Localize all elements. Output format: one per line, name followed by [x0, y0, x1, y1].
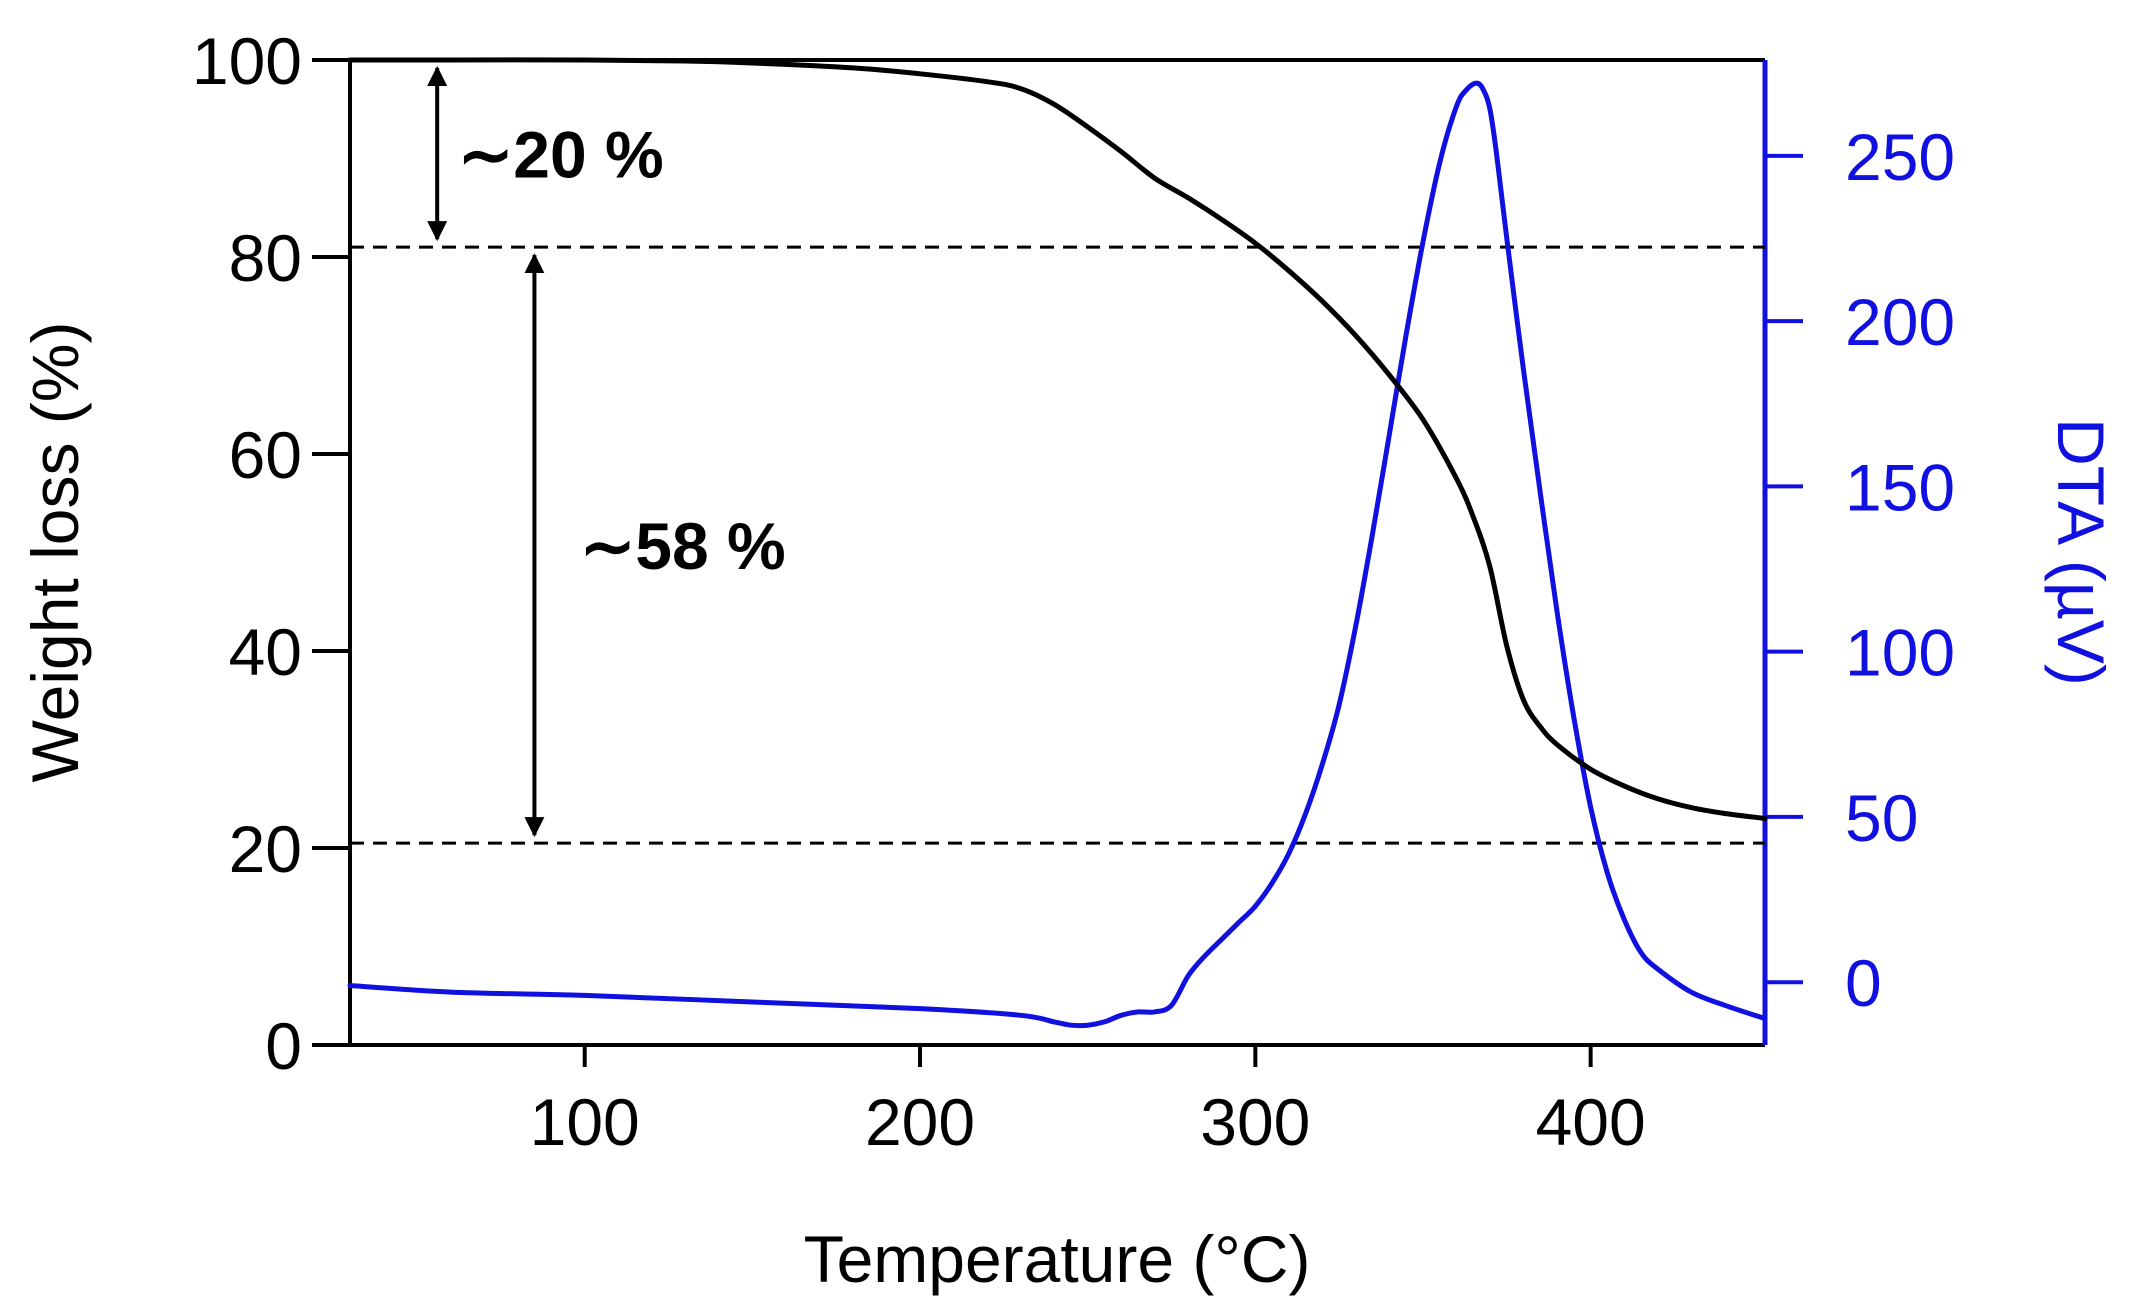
y2-tick-label: 100	[1845, 616, 1955, 690]
y-tick-label: 60	[229, 418, 302, 492]
x-tick-label: 300	[1200, 1085, 1310, 1159]
annotation-label: ∼58 %	[580, 509, 786, 583]
y2-tick-label: 250	[1845, 120, 1955, 194]
tga-curve	[347, 57, 1768, 821]
x-tick-label: 400	[1536, 1085, 1646, 1159]
y-tick-label: 100	[192, 24, 302, 98]
dta-curve	[347, 80, 1768, 1029]
y2-tick-label: 0	[1845, 946, 1882, 1020]
annotations: ∼20 % ∼58 %	[427, 66, 786, 838]
x-tick-label: 100	[530, 1085, 640, 1159]
annotation-label: ∼20 %	[458, 118, 664, 192]
right-y-axis-ticks: 0 50 100 150 200 250	[1765, 120, 1955, 1020]
y2-tick-label: 150	[1845, 450, 1955, 524]
y-tick-label: 20	[229, 812, 302, 886]
y-tick-label: 80	[229, 221, 302, 295]
y2-tick-label: 50	[1845, 781, 1918, 855]
y-tick-label: 0	[265, 1009, 302, 1083]
y-tick-label: 40	[229, 615, 302, 689]
x-axis-title: Temperature (°C)	[804, 1222, 1311, 1296]
left-y-axis-title: Weight loss (%)	[18, 322, 92, 783]
x-tick-label: 200	[865, 1085, 975, 1159]
right-y-axis-title: DTA (µV)	[2044, 418, 2118, 686]
reference-lines	[350, 245, 1765, 845]
left-y-axis-ticks: 0 20 40 60 80 100	[192, 24, 350, 1083]
x-axis-ticks: 100 200 300 400	[530, 1045, 1646, 1159]
y2-tick-label: 200	[1845, 285, 1955, 359]
